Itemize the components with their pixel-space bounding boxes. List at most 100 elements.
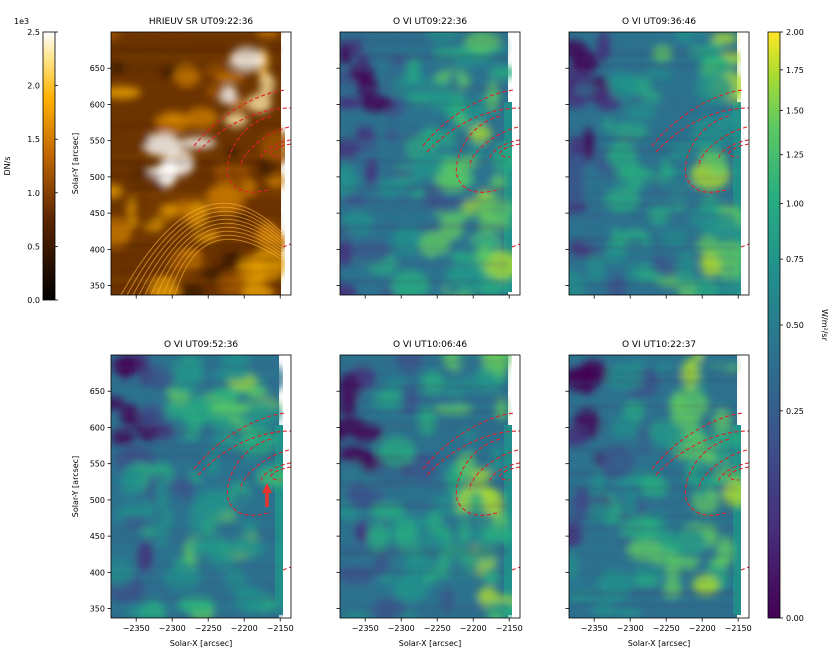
colorbar-wm2sr-tick: 0.75 bbox=[786, 255, 804, 264]
panel-2: O VI UT09:22:36 bbox=[336, 17, 521, 299]
panel-5-title: O VI UT10:06:46 bbox=[393, 340, 467, 350]
ytick-label: 650 bbox=[90, 64, 105, 73]
contour-loop bbox=[728, 143, 749, 158]
panel-5-contours bbox=[422, 412, 520, 571]
xtick-label: −2300 bbox=[159, 624, 186, 633]
contour-loop bbox=[193, 412, 287, 470]
panel-5-image bbox=[340, 355, 520, 618]
ytick-label: 650 bbox=[90, 387, 105, 396]
panel-4: O VI UT09:52:36 650 600 550 500 450 400 350 −235… bbox=[71, 340, 294, 648]
panel-6-contours bbox=[651, 412, 749, 571]
colorbar-dn-tick: 1.5 bbox=[27, 135, 40, 144]
contour-loop bbox=[698, 449, 748, 491]
xtick-label: −2250 bbox=[195, 624, 222, 633]
contour-loop bbox=[651, 412, 745, 470]
xtick-label: −2200 bbox=[689, 624, 716, 633]
contour-loop bbox=[270, 143, 291, 158]
panel-2-frame bbox=[339, 31, 521, 296]
arrow-head bbox=[262, 483, 272, 493]
ytick-label: 350 bbox=[90, 605, 105, 614]
ytick-label: 550 bbox=[90, 137, 105, 146]
contour-loop bbox=[740, 243, 749, 248]
panel-3-frame bbox=[568, 31, 750, 296]
xtick-label: −2200 bbox=[231, 624, 258, 633]
panel-2-title: O VI UT09:22:36 bbox=[393, 17, 467, 27]
colorbar-wm2sr-tick: 1.00 bbox=[786, 200, 804, 209]
ytick-label: 550 bbox=[90, 460, 105, 469]
contour-loop bbox=[282, 243, 291, 248]
colorbar-wm2sr-ramp bbox=[767, 31, 781, 619]
xtick-label: −2300 bbox=[388, 624, 415, 633]
contour-loop bbox=[489, 462, 520, 482]
contour-loop bbox=[718, 139, 749, 159]
xtick-label: −2350 bbox=[352, 624, 379, 633]
colorbar-dn-tick: 0.5 bbox=[27, 242, 40, 251]
contour-loop bbox=[469, 126, 519, 168]
contour-loop bbox=[226, 438, 272, 516]
contour-loop bbox=[651, 89, 745, 147]
contour-loop bbox=[511, 566, 520, 571]
contour-loop bbox=[260, 139, 291, 159]
panel-4-contours bbox=[193, 412, 291, 571]
ytick-label: 450 bbox=[90, 532, 105, 541]
colorbar-dn-tick: 1.0 bbox=[27, 189, 40, 198]
xtick-label: −2350 bbox=[581, 624, 608, 633]
panel-6-xlabel: Solar-X [arcsec] bbox=[628, 639, 691, 648]
xtick-label: −2150 bbox=[496, 624, 523, 633]
contour-loop bbox=[499, 143, 520, 158]
panel-2-contours bbox=[422, 89, 520, 248]
contour-loop bbox=[499, 466, 520, 481]
panel-2-image bbox=[340, 32, 520, 295]
colorbar-dn: 1e3 DN/s 0.0 0.5 1.0 1.5 2.0 2.5 bbox=[3, 17, 58, 305]
panel-3-contours bbox=[651, 89, 749, 248]
panel-6: O VI UT10:22:37 −2350 −2300 −2250 −2200 −2150… bbox=[565, 340, 752, 648]
colorbar-dn-tick: 2.5 bbox=[27, 28, 40, 37]
ytick-label: 600 bbox=[90, 100, 105, 109]
panel-6-frame bbox=[568, 354, 750, 619]
contour-loop bbox=[240, 449, 290, 491]
contour-loop bbox=[270, 466, 291, 481]
panel-5-frame bbox=[339, 354, 521, 619]
xtick-label: −2250 bbox=[653, 624, 680, 633]
contour-loop bbox=[455, 438, 501, 516]
panel-5-xlabel: Solar-X [arcsec] bbox=[399, 639, 462, 648]
panel-1: HRIEUV SR UT09:22:36 650 600 550 500 450 400 35… bbox=[71, 17, 292, 299]
contour-loop bbox=[260, 462, 291, 482]
ytick-label: 400 bbox=[90, 568, 105, 577]
panel-4-title: O VI UT09:52:36 bbox=[164, 340, 238, 350]
colorbar-wm2sr-tick: 1.25 bbox=[786, 151, 804, 160]
xtick-label: −2200 bbox=[460, 624, 487, 633]
panel-3-image bbox=[569, 32, 749, 295]
panel-4-frame bbox=[110, 354, 292, 619]
contour-loop bbox=[455, 115, 501, 193]
colorbar-wm2sr-ticks: 0.00 0.25 0.50 0.75 1.00 1.25 1.50 1.75 2.00 bbox=[780, 28, 804, 623]
colorbar-wm2sr-tick: 2.00 bbox=[786, 28, 804, 37]
panel-4-image bbox=[111, 355, 291, 618]
colorbar-wm2sr-label: W/m²/sr bbox=[820, 309, 829, 341]
panel-grid: HRIEUV SR UT09:22:36 650 600 550 500 450 400 35… bbox=[71, 17, 752, 648]
colorbar-wm2sr-tick: 0.50 bbox=[786, 321, 804, 330]
panel-1-contours bbox=[193, 89, 291, 248]
ytick-label: 500 bbox=[90, 496, 105, 505]
contour-loop bbox=[422, 89, 516, 147]
contour-loop bbox=[193, 89, 287, 147]
contour-loop bbox=[684, 438, 730, 516]
contour-loop bbox=[469, 449, 519, 491]
panel-1-image bbox=[111, 32, 291, 295]
panel-5: O VI UT10:06:46 −2350 −2300 −2250 −2200 −2150… bbox=[336, 340, 523, 648]
colorbar-wm2sr-tick: 1.50 bbox=[786, 107, 804, 116]
xtick-label: −2150 bbox=[267, 624, 294, 633]
ytick-label: 500 bbox=[90, 173, 105, 182]
colorbar-dn-multiplier: 1e3 bbox=[14, 17, 29, 26]
colorbar-dn-ticks: 0.0 0.5 1.0 1.5 2.0 2.5 bbox=[27, 28, 58, 305]
contour-loop bbox=[511, 243, 520, 248]
panel-6-image bbox=[569, 355, 749, 618]
ytick-label: 450 bbox=[90, 209, 105, 218]
contour-loop bbox=[226, 115, 272, 193]
colorbar-wm2sr-tick: 0.00 bbox=[786, 614, 804, 623]
contour-loop bbox=[718, 462, 749, 482]
panel-1-ylabel: Solar-Y [arcsec] bbox=[71, 133, 80, 194]
contour-loop bbox=[728, 466, 749, 481]
panel-4-xlabel: Solar-X [arcsec] bbox=[170, 639, 233, 648]
